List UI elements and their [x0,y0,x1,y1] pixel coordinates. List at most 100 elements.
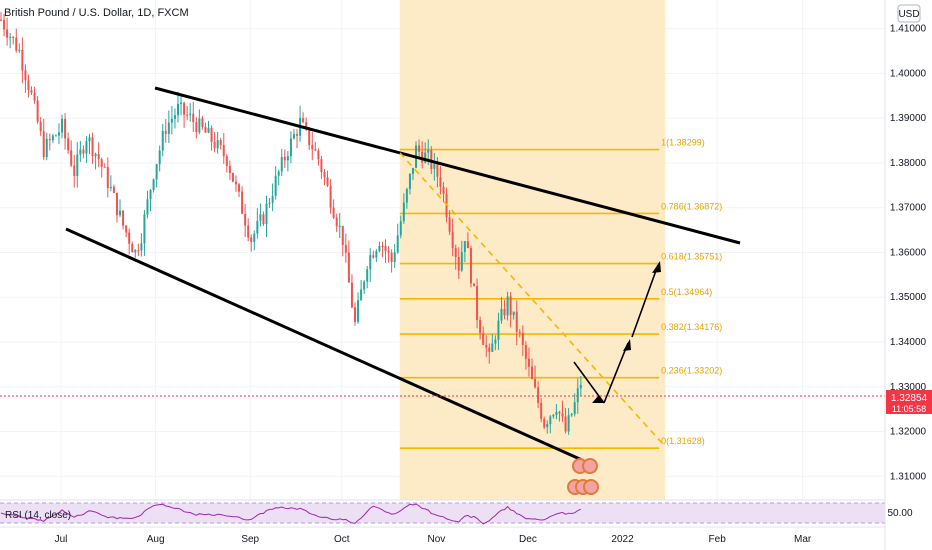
candle[interactable] [326,177,329,186]
candle[interactable] [192,113,195,123]
candle[interactable] [12,36,15,38]
candle[interactable] [195,122,198,133]
candle[interactable] [57,132,60,136]
candle[interactable] [448,217,451,232]
candle[interactable] [381,245,384,247]
candle[interactable] [225,156,228,166]
candle[interactable] [335,217,338,227]
candle[interactable] [262,214,265,225]
candle[interactable] [402,202,405,222]
candle[interactable] [476,286,479,321]
candle[interactable] [527,358,530,367]
candle[interactable] [97,153,100,160]
price-axis[interactable]: 1.41000 1.40000 1.39000 1.38000 1.37000 1.360… [884,0,932,550]
candle[interactable] [354,307,356,322]
candle[interactable] [125,225,128,233]
candle[interactable] [344,244,347,253]
candle[interactable] [369,255,372,270]
candle[interactable] [122,210,125,226]
candle[interactable] [421,151,424,163]
candle[interactable] [207,127,210,133]
candle[interactable] [277,171,280,176]
candle[interactable] [561,413,564,417]
candle[interactable] [149,190,152,200]
candle[interactable] [39,121,42,132]
candle[interactable] [189,113,192,115]
candle[interactable] [366,269,369,282]
candle[interactable] [0,19,2,21]
candle[interactable] [36,100,39,122]
candle[interactable] [27,80,30,91]
candle[interactable] [131,243,134,253]
candle[interactable] [332,207,335,218]
candle[interactable] [576,388,579,403]
candle[interactable] [534,378,537,388]
candle[interactable] [515,311,518,332]
candle[interactable] [18,49,21,51]
candle[interactable] [436,162,439,177]
arrow-up-segment-2[interactable] [631,264,659,338]
candle[interactable] [338,225,341,227]
candle[interactable] [411,167,414,174]
candle[interactable] [143,214,146,244]
candle[interactable] [347,252,350,283]
candle[interactable] [296,134,299,136]
candle[interactable] [271,195,274,203]
candle[interactable] [488,347,491,352]
candle[interactable] [158,150,161,165]
candle[interactable] [537,387,540,403]
candle[interactable] [222,145,225,157]
candle[interactable] [491,343,494,352]
candle[interactable] [45,138,48,158]
candle[interactable] [3,19,6,30]
candle[interactable] [210,127,213,142]
candle[interactable] [485,344,488,348]
candle[interactable] [570,413,573,416]
candle[interactable] [378,245,381,252]
candle[interactable] [524,345,527,359]
candle[interactable] [341,225,344,245]
candle[interactable] [64,118,67,139]
candle[interactable] [82,149,85,154]
candle[interactable] [497,320,500,340]
event-flag-icon[interactable] [582,458,598,474]
candle[interactable] [180,102,183,105]
candle[interactable] [241,191,244,214]
candle[interactable] [109,186,112,189]
candle[interactable] [567,415,570,432]
candle[interactable] [250,237,253,242]
candle[interactable] [280,156,283,172]
candle[interactable] [509,296,512,316]
arrow-up-segment-1[interactable] [603,342,629,404]
candle[interactable] [268,202,271,204]
candle[interactable] [170,118,173,123]
candle[interactable] [292,134,295,139]
candle[interactable] [408,173,411,190]
currency-button[interactable] [897,4,921,23]
candle[interactable] [350,282,353,308]
candle[interactable] [21,49,24,71]
candle[interactable] [213,141,216,149]
candle[interactable] [177,104,179,116]
candle[interactable] [546,424,549,428]
candle[interactable] [73,165,76,177]
candle[interactable] [198,118,201,133]
candle[interactable] [552,414,555,417]
candle[interactable] [112,186,115,193]
candle[interactable] [274,175,277,196]
candle[interactable] [119,210,122,216]
candle[interactable] [372,255,375,258]
candle[interactable] [305,122,308,128]
candle[interactable] [442,186,445,194]
candle[interactable] [76,154,79,177]
candle[interactable] [128,232,131,244]
candle[interactable] [201,118,204,127]
candle[interactable] [106,167,109,189]
candle[interactable] [314,149,317,151]
candle[interactable] [375,251,378,258]
candle[interactable] [479,320,482,334]
candle[interactable] [88,137,91,142]
candle[interactable] [155,164,158,180]
candle[interactable] [164,131,167,134]
